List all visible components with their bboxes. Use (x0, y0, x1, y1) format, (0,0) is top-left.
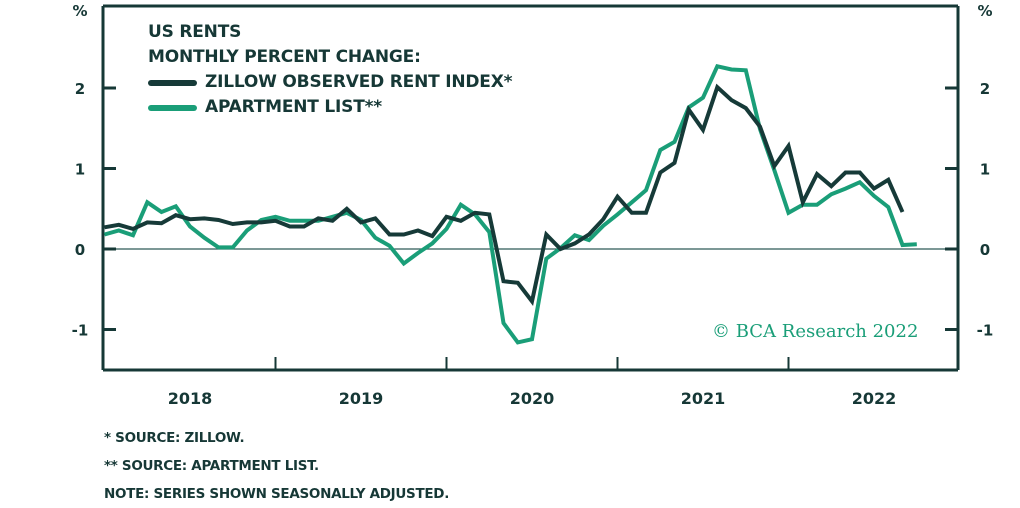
footnote-apartment-list: ** SOURCE: APARTMENT LIST. (104, 452, 449, 480)
x-tick-label: 2020 (510, 389, 555, 408)
y-tick-label-right: 1 (980, 161, 990, 179)
footnotes: * SOURCE: ZILLOW. ** SOURCE: APARTMENT L… (104, 424, 449, 508)
y-tick-label-right: 0 (980, 241, 990, 259)
y-axis-unit-right: % (977, 2, 992, 20)
x-tick-label: 2022 (852, 389, 897, 408)
y-tick-label-left: 0 (75, 241, 85, 259)
legend-item-apartment-list: APARTMENT LIST** (148, 95, 512, 120)
legend-label-apartment-list: APARTMENT LIST** (205, 95, 382, 120)
copyright-watermark: © BCA Research 2022 (712, 321, 918, 342)
y-tick-label-right: 2 (980, 80, 990, 98)
legend-item-zillow: ZILLOW OBSERVED RENT INDEX* (148, 70, 512, 95)
legend-swatch-apartment-list (148, 105, 197, 111)
chart-subtitle: MONTHLY PERCENT CHANGE: (148, 45, 512, 70)
x-tick-label: 2021 (681, 389, 726, 408)
y-tick-label-right: -1 (977, 322, 994, 340)
y-axis-unit-left: % (72, 2, 87, 20)
y-tick-label-left: 1 (75, 161, 85, 179)
footnote-zillow: * SOURCE: ZILLOW. (104, 424, 449, 452)
legend-label-zillow: ZILLOW OBSERVED RENT INDEX* (205, 70, 512, 95)
y-tick-label-left: -1 (72, 322, 89, 340)
x-tick-label: 2018 (168, 389, 213, 408)
y-tick-label-left: 2 (75, 80, 85, 98)
legend: US RENTS MONTHLY PERCENT CHANGE: ZILLOW … (148, 20, 512, 120)
x-tick-label: 2019 (339, 389, 384, 408)
legend-swatch-zillow (148, 80, 197, 86)
chart-title: US RENTS (148, 20, 512, 45)
